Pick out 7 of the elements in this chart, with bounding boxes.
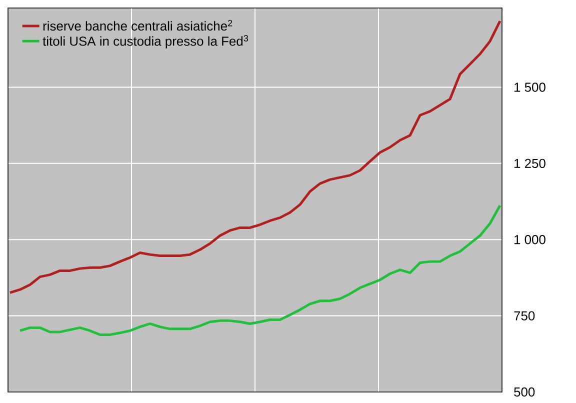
y-tick-label: 1 000 <box>514 235 546 244</box>
y-tick-label: 1 500 <box>514 82 546 92</box>
y-tick-label: 750 <box>514 311 535 320</box>
legend-label: riserve banche centrali asiatiche$^{2}$ <box>43 20 232 31</box>
y-tick-label: 500 <box>514 387 535 397</box>
legend-label: titoli USA in custodia presso la Fed$^{3}$ <box>42 35 248 48</box>
y-tick-label: 1 250 <box>514 158 546 168</box>
